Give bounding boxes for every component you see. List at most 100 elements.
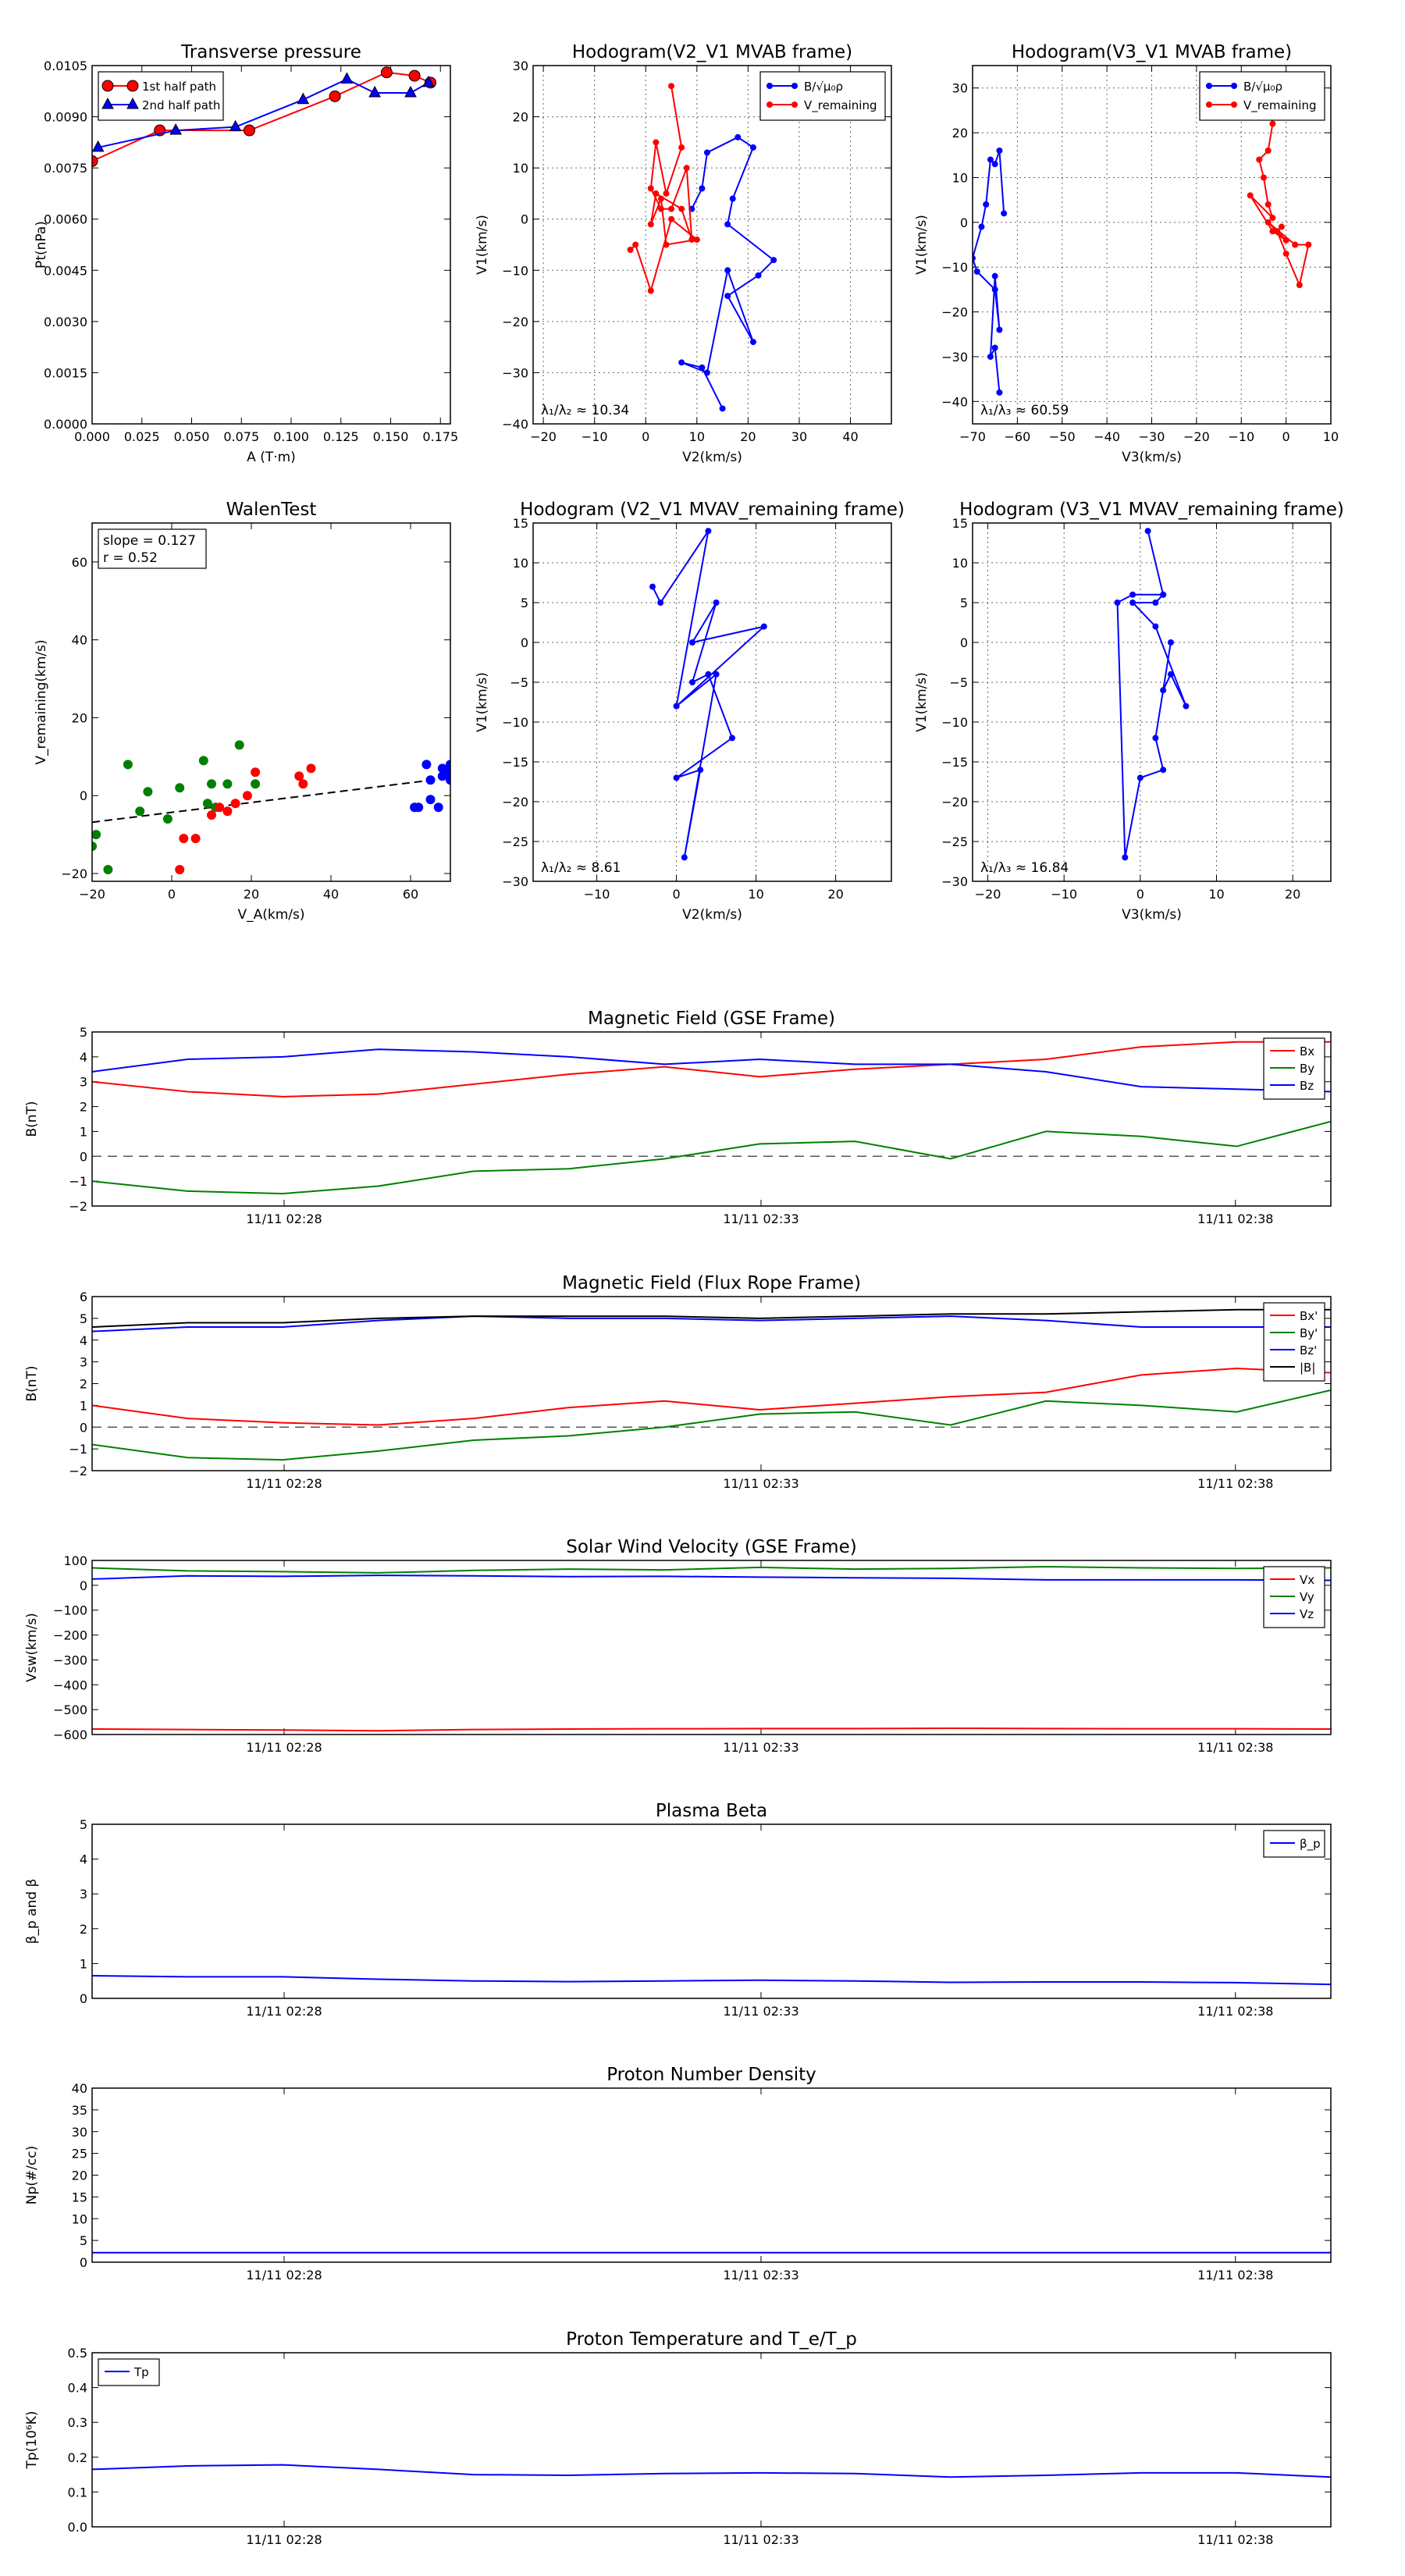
y-tick-label: 0.0000	[44, 417, 87, 432]
series-line-Bx'	[91, 1367, 1332, 1426]
x-tick-label: 0.050	[174, 429, 210, 444]
data-point	[135, 806, 145, 817]
y-tick-label: −10	[502, 715, 528, 730]
plot-frame	[91, 1560, 1332, 1735]
series-0	[92, 740, 261, 875]
y-tick-label: −40	[941, 394, 968, 409]
data-point	[222, 779, 233, 789]
data-point	[1152, 735, 1159, 742]
data-point	[673, 703, 680, 710]
y-axis-label: Np(#/cc)	[24, 2146, 40, 2204]
data-point	[446, 760, 450, 770]
data-point	[1160, 767, 1167, 774]
x-tick-label: 10	[1323, 429, 1339, 444]
x-tick-label: 11/11 02:38	[1197, 1740, 1273, 1755]
y-tick-label: 10	[513, 161, 528, 176]
chart-hodo_v2v1_mvab: −20 −10 0 10 20 30 40 −40 −30 −20 −10 0 10 20 30 Hodogr…	[475, 42, 892, 465]
data-point	[729, 195, 736, 202]
data-point	[169, 123, 182, 135]
x-tick-label: 0.150	[373, 429, 409, 444]
y-tick-label: 0	[80, 2255, 87, 2270]
data-point	[724, 293, 731, 300]
plot-frame	[532, 65, 892, 425]
data-point	[749, 339, 756, 346]
legend-label: β_p	[1300, 1837, 1321, 1852]
data-point	[973, 254, 976, 262]
series-line	[652, 530, 767, 858]
x-tick-label: 20	[740, 429, 756, 444]
data-point	[657, 600, 664, 606]
y-tick-label: −15	[502, 755, 528, 770]
data-point	[1282, 250, 1289, 257]
y-tick-label: 1	[80, 1398, 87, 1413]
y-tick-label: −1	[69, 1442, 87, 1457]
y-tick-label: 40	[72, 2081, 87, 2096]
data-point	[1160, 687, 1167, 694]
data-point	[234, 740, 244, 750]
fit-line	[92, 777, 450, 824]
data-point	[719, 405, 726, 412]
data-point	[668, 215, 675, 222]
data-point	[729, 735, 735, 742]
y-tick-label: 40	[72, 633, 87, 648]
x-tick-label: 11/11 02:38	[1197, 1476, 1273, 1491]
legend-marker	[1231, 83, 1237, 89]
y-tick-label: 0	[521, 635, 528, 650]
y-tick-label: −20	[941, 795, 968, 809]
x-tick-label: 0.025	[124, 429, 160, 444]
data-point	[297, 92, 310, 105]
x-tick-label: 0	[1282, 429, 1290, 444]
x-axis-label: A (T·m)	[247, 450, 296, 465]
legend-label: 2nd half path	[142, 98, 220, 112]
x-axis-label: V3(km/s)	[1122, 450, 1182, 465]
y-tick-label: 2	[80, 1100, 87, 1115]
plot-frame	[972, 522, 1332, 882]
data-point	[996, 148, 1003, 155]
chart-title: Transverse pressure	[180, 42, 361, 62]
chart-title: Hodogram(V2_V1 MVAB frame)	[572, 42, 852, 62]
x-tick-label: 11/11 02:28	[246, 1212, 322, 1226]
plot-frame	[91, 1296, 1332, 1471]
y-axis-label: Pt(nPa)	[34, 221, 49, 269]
data-point	[408, 69, 421, 82]
data-point	[647, 185, 654, 192]
y-tick-label: 100	[63, 1553, 87, 1568]
x-axis-label: V2(km/s)	[682, 907, 742, 923]
chart-title: Solar Wind Velocity (GSE Frame)	[566, 1537, 856, 1557]
y-tick-label: 3	[80, 1887, 87, 1902]
y-tick-label: −25	[941, 834, 968, 849]
chart-title: Magnetic Field (Flux Rope Frame)	[562, 1273, 861, 1293]
x-tick-label: 11/11 02:33	[723, 1740, 799, 1755]
y-tick-label: −10	[941, 715, 968, 730]
legend: Bx' By' Bz' |B|	[1263, 1302, 1325, 1382]
data-point	[657, 205, 664, 212]
plot-frame	[91, 65, 451, 425]
data-point	[446, 775, 450, 785]
x-tick-label: 11/11 02:28	[246, 2532, 322, 2547]
data-point	[1296, 282, 1303, 289]
data-point	[978, 223, 985, 230]
chart-hodo_v2v1_mvav: −10 0 10 20 −30 −25 −20 −15 −10 −5 0 5 10 15Hodogram …	[475, 500, 905, 923]
legend-marker	[1231, 101, 1237, 108]
plot-frame	[972, 65, 1332, 425]
x-tick-label: 0	[642, 429, 649, 444]
x-axis-label: V3(km/s)	[1122, 907, 1182, 923]
x-tick-label: 11/11 02:28	[246, 1740, 322, 1755]
data-point	[294, 771, 304, 781]
x-axis-label: V_A(km/s)	[237, 907, 304, 923]
data-point	[987, 156, 994, 163]
data-point	[1167, 671, 1174, 678]
data-point	[1183, 703, 1190, 710]
x-tick-label: −10	[582, 429, 608, 444]
y-tick-label: −300	[53, 1653, 87, 1667]
y-tick-label: −600	[53, 1727, 87, 1742]
ratio-annotation: λ₁/λ₂ ≈ 8.61	[541, 860, 621, 876]
data-point	[1167, 639, 1174, 646]
x-tick-label: 30	[791, 429, 807, 444]
data-point	[1129, 591, 1136, 598]
y-tick-label: 25	[72, 2147, 87, 2161]
data-point	[632, 241, 639, 248]
series-line-Bz	[91, 1048, 1332, 1093]
y-tick-label: −15	[941, 755, 968, 770]
legend: Tp	[98, 2358, 160, 2386]
